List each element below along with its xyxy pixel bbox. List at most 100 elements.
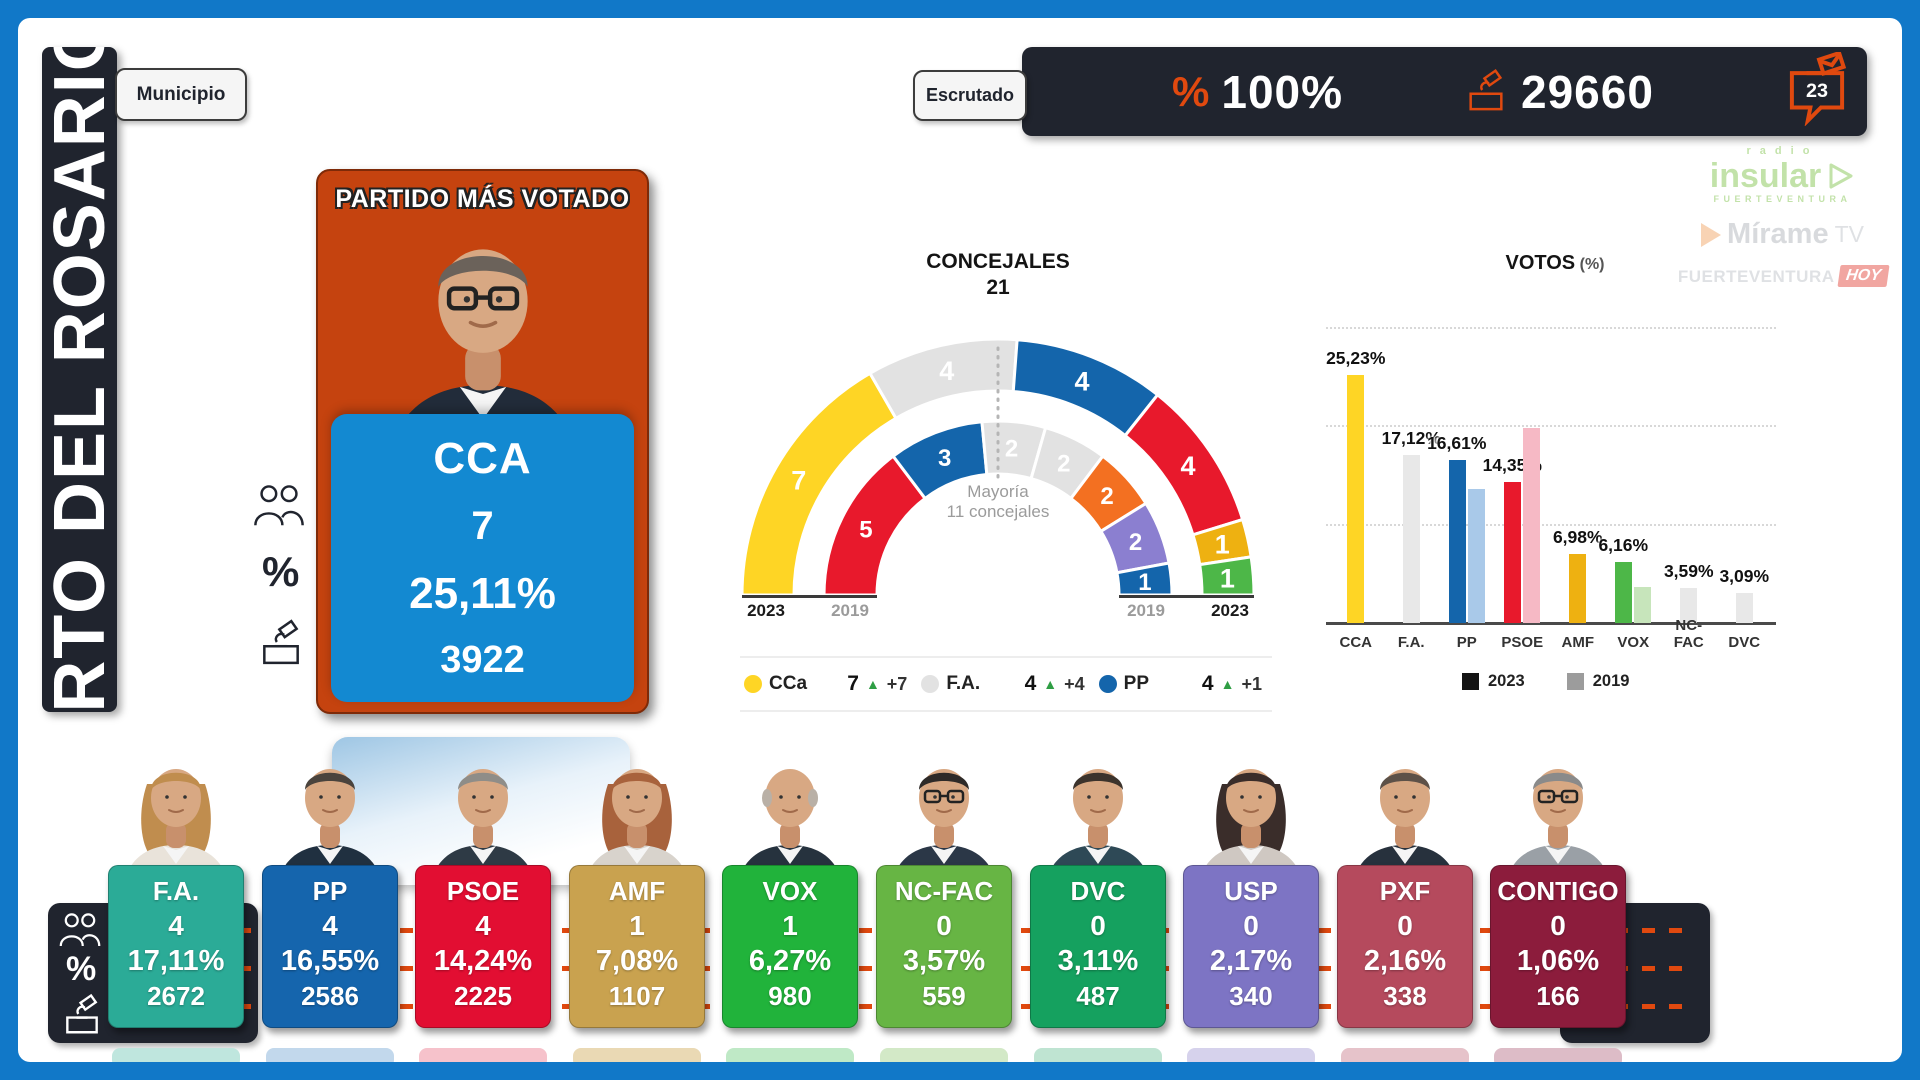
party-pct: 14,24% — [433, 945, 533, 977]
mirame-text: Mírame — [1727, 218, 1829, 250]
donut-legend-item: CCa 7 ▲ +7 — [740, 658, 917, 710]
frame-left — [0, 0, 18, 1080]
bar-category-label: AMF — [1561, 634, 1595, 651]
bar-group: 3,59% NC-FAC — [1661, 343, 1717, 651]
bars-title-text: VOTOS — [1505, 252, 1576, 274]
party-card-dvc[interactable]: DVC 0 3,11% 487 — [1030, 865, 1166, 1028]
bar-value-label: 3,59% — [1663, 561, 1714, 581]
party-name: CONTIGO — [1497, 876, 1619, 906]
party-seats: 1 — [629, 910, 645, 941]
play-outline-icon — [1829, 163, 1853, 189]
frame-bottom — [0, 1062, 1920, 1080]
party-card-amf[interactable]: AMF 1 7,08% 1107 — [569, 865, 705, 1028]
party-pct: 17,11% — [127, 945, 225, 977]
donut-legend-item: F.A. 4 ▲ +4 — [917, 658, 1094, 710]
donut-segment-label: 3 — [938, 445, 951, 472]
party-seats: 0 — [1243, 910, 1259, 941]
party-name: PSOE — [446, 876, 520, 906]
party-votes: 166 — [1536, 981, 1580, 1011]
donut-segment-label: 2 — [1057, 450, 1070, 477]
party-card-psoe[interactable]: PSOE 4 14,24% 2225 — [415, 865, 551, 1028]
majority-note-line1: Mayoría — [967, 482, 1029, 501]
bars-legend: 2023 2019 — [1462, 672, 1629, 691]
party-name: PXF — [1379, 876, 1431, 906]
party-seats: 0 — [1550, 910, 1566, 941]
party-card-vox[interactable]: VOX 1 6,27% 980 — [722, 865, 858, 1028]
fuerteventura-hoy-logo: FUERTEVENTURA HOY — [1677, 265, 1889, 287]
gridline — [1326, 425, 1776, 428]
bar-2023 — [1615, 562, 1633, 623]
donut-segment-label: 1 — [1220, 563, 1235, 593]
percent-icon-white: % — [66, 950, 97, 988]
bar-category-label: PSOE — [1501, 634, 1544, 651]
party-votes: 487 — [1076, 981, 1120, 1011]
majority-note-line2: 11 concejales — [946, 502, 1050, 521]
party-card-contigo[interactable]: CONTIGO 0 1,06% 166 — [1490, 865, 1626, 1028]
legend-seats: 4 — [1201, 672, 1214, 695]
legend-seats: 7 — [847, 672, 859, 695]
donut-segment-label: 2 — [1100, 483, 1113, 510]
fvhoy-text: FUERTEVENTURA — [1677, 266, 1835, 286]
frame-top — [0, 0, 1920, 18]
legend-dot — [921, 675, 940, 693]
party-card-f.a.[interactable]: F.A. 4 17,11% 2672 — [108, 865, 244, 1028]
party-seats: 0 — [936, 910, 952, 941]
party-votes: 340 — [1229, 981, 1273, 1011]
legend-delta: +7 — [886, 673, 908, 694]
donut-segment-label: 2 — [1005, 436, 1018, 463]
donut-segment-label: 1 — [1215, 529, 1230, 559]
donut-legend: CCa 7 ▲ +7 F.A. 4 ▲ +4 PP 4 ▲ +1 — [740, 656, 1272, 712]
party-votes: 2225 — [454, 981, 512, 1011]
municipality-banner: PUERTO DEL ROSARIO — [42, 47, 117, 712]
gain-triangle-icon: ▲ — [1220, 676, 1235, 692]
party-pct: 7,08% — [595, 945, 679, 977]
party-pct: 2,16% — [1363, 945, 1447, 977]
donut-year-right-2019: 2019 — [1127, 601, 1165, 620]
gain-triangle-icon: ▲ — [865, 676, 880, 692]
party-card-pp[interactable]: PP 4 16,55% 2586 — [262, 865, 398, 1028]
party-name: PP — [312, 876, 348, 906]
party-card-pxf[interactable]: PXF 0 2,16% 338 — [1337, 865, 1473, 1028]
bar-value-label: 17,12% — [1381, 428, 1441, 448]
party-card-nc-fac[interactable]: NC-FAC 0 3,57% 559 — [876, 865, 1012, 1028]
tab-municipio-label: Municipio — [136, 83, 226, 105]
ballot-hand-icon — [1463, 66, 1509, 117]
winner-party-name: CCA — [433, 434, 532, 483]
legend-party: PP — [1123, 673, 1150, 694]
tab-municipio[interactable]: Municipio — [115, 68, 247, 121]
legend-delta: +1 — [1241, 673, 1262, 694]
winner-stats-panel: CCA 7 25,11% 3922 — [331, 414, 634, 702]
bar-group: 17,12% F.A. — [1381, 343, 1441, 651]
escrutado-percentage-group: % 100% — [1172, 65, 1343, 119]
bar-2023 — [1347, 375, 1365, 623]
ballot-box-count: 23 — [1806, 80, 1828, 102]
bar-2023 — [1448, 460, 1466, 623]
gridline — [1326, 523, 1776, 526]
bars-title-suffix: (%) — [1579, 256, 1605, 273]
party-name: AMF — [608, 876, 666, 906]
bar-category-label: DVC — [1728, 634, 1761, 651]
bar-value-label: 6,16% — [1598, 535, 1649, 555]
party-votes: 338 — [1383, 981, 1427, 1011]
donut-baseline-right — [1119, 595, 1254, 598]
party-seats: 4 — [168, 910, 184, 941]
legend-year: 2019 — [1592, 672, 1630, 690]
most-voted-party-card[interactable]: PARTIDO MÁS VOTADO CCA 7 25,11% 3922 — [316, 169, 649, 714]
bar-2023 — [1402, 455, 1420, 623]
ballot-icon-white — [60, 991, 104, 1040]
party-pct: 3,57% — [902, 945, 986, 977]
party-card-usp[interactable]: USP 0 2,17% 340 — [1183, 865, 1319, 1028]
party-pct: 6,27% — [748, 945, 832, 977]
municipality-name: PUERTO DEL ROSARIO — [42, 47, 117, 712]
bar-group: 25,23% CCA — [1326, 343, 1385, 651]
most-voted-title: PARTIDO MÁS VOTADO — [335, 185, 630, 213]
bar-2019 — [1467, 489, 1485, 623]
gain-triangle-icon: ▲ — [1043, 676, 1058, 692]
donut-baseline-left — [742, 595, 877, 598]
party-name: F.A. — [152, 876, 200, 906]
bar-2023 — [1680, 588, 1698, 623]
bars-legend-item: 2019 — [1566, 672, 1630, 691]
scrutiny-stats-bar: % 100% 29660 23 — [1022, 47, 1867, 136]
winner-pct: 25,11% — [409, 569, 556, 618]
